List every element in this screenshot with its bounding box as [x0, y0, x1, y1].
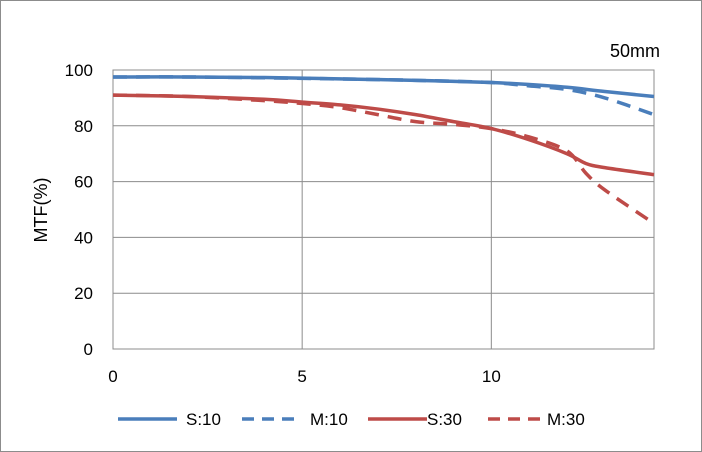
- x-tick-label: 0: [108, 367, 117, 386]
- x-tick-label: 10: [482, 367, 501, 386]
- y-tick-label: 60: [74, 173, 93, 192]
- series-line-m-30: [112, 93, 655, 225]
- y-tick-label: 80: [74, 117, 93, 136]
- legend-label: S:10: [186, 410, 221, 429]
- y-tick-labels: 0 20 40 60 80 100: [65, 61, 93, 359]
- legend-label: M:30: [547, 410, 585, 429]
- legend-label: S:30: [427, 410, 462, 429]
- legend: S:10 M:10 S:30 M:30: [118, 410, 585, 429]
- series-line-s-30: [112, 93, 655, 177]
- y-tick-label: 40: [74, 228, 93, 247]
- y-tick-label: 20: [74, 284, 93, 303]
- y-tick-label: 0: [84, 340, 93, 359]
- y-axis-label: MTF(%): [31, 178, 51, 243]
- gridlines: [113, 69, 654, 349]
- series-line-m-10: [112, 75, 655, 117]
- x-tick-labels: 0 5 10: [108, 367, 501, 386]
- series-line-s-10: [112, 75, 655, 99]
- x-tick-label: 5: [297, 367, 306, 386]
- legend-label: M:10: [310, 410, 348, 429]
- plot-area: [112, 69, 655, 350]
- focal-length-annotation: 50mm: [610, 41, 660, 61]
- y-tick-label: 100: [65, 61, 93, 80]
- series-lines: [112, 75, 655, 225]
